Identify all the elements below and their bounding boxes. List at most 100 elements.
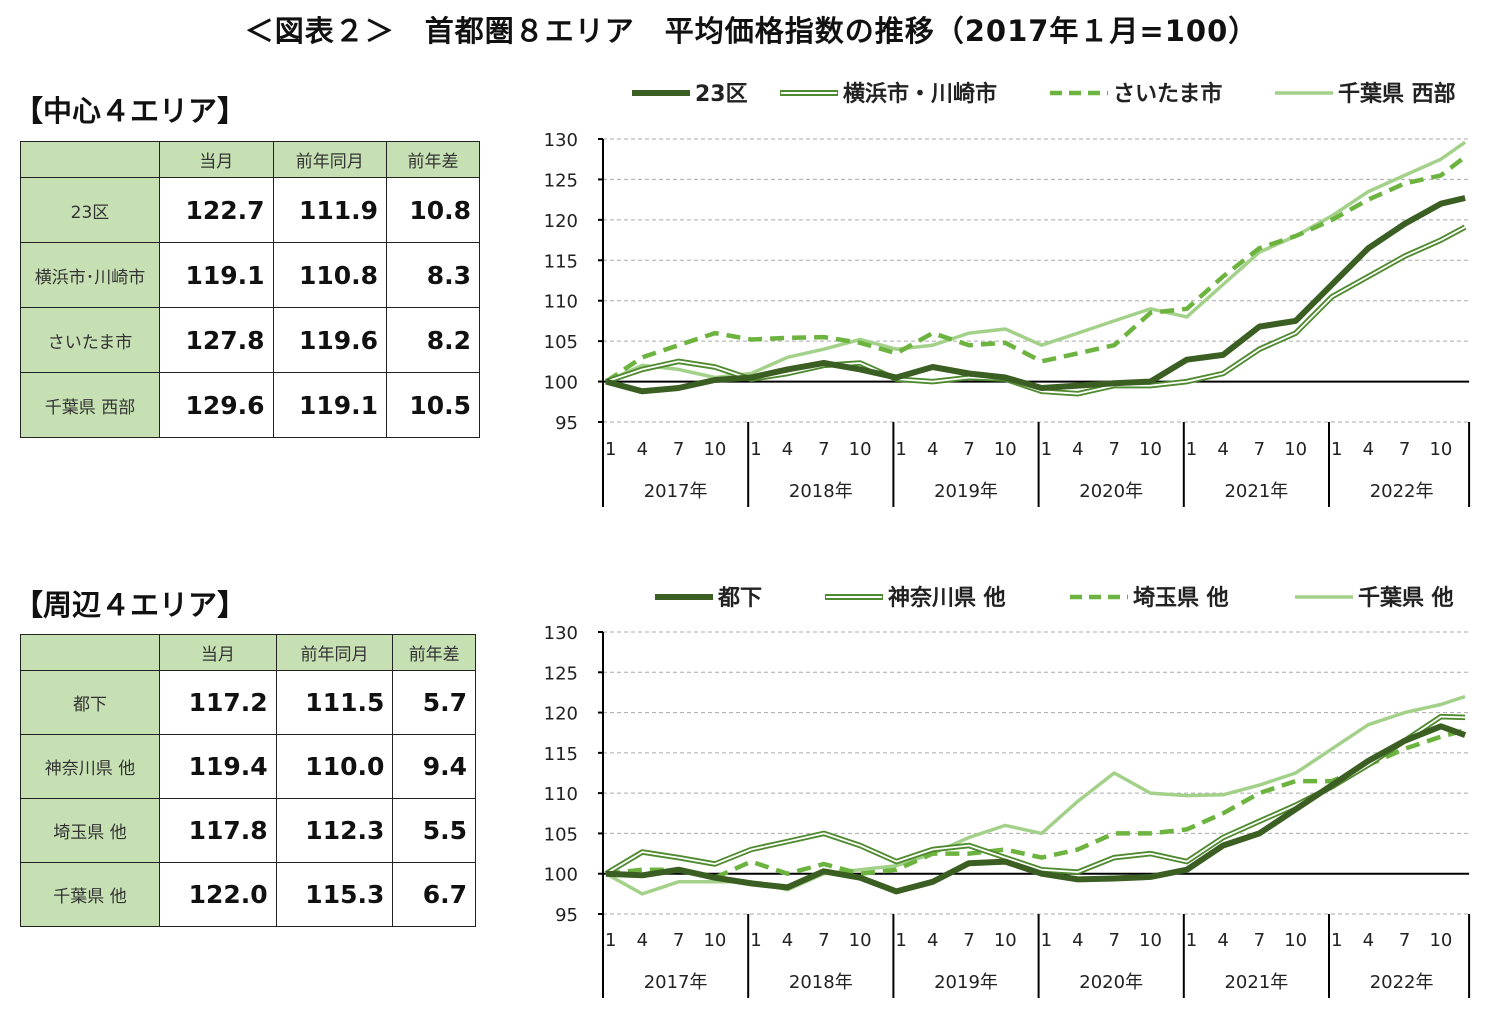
prev-year-value: 119.1 — [272, 372, 388, 438]
series-line-1 — [604, 713, 1466, 877]
page-title: ＜図表２＞ 首都圏８エリア 平均価格指数の推移（2017年１月=100） — [244, 14, 1259, 48]
month-tick-label: 4 — [782, 930, 793, 951]
y-tick-label: 105 — [544, 824, 578, 845]
row-label: 千葉県 他 — [20, 862, 160, 927]
table-header-row: 当月 前年同月 前年差 — [20, 634, 476, 671]
diff-value: 8.2 — [386, 307, 480, 373]
month-tick-label: 1 — [895, 439, 906, 460]
table-row: 神奈川県 他 119.4 110.0 9.4 — [20, 734, 476, 799]
y-tick-label: 100 — [544, 865, 578, 886]
month-tick-label: 10 — [849, 930, 872, 951]
year-label: 2017年 — [644, 481, 708, 502]
month-tick-label: 1 — [1041, 930, 1052, 951]
month-tick-label: 4 — [1072, 930, 1083, 951]
month-tick-label: 7 — [963, 439, 974, 460]
legend-label: 横浜市・川崎市 — [843, 81, 997, 107]
month-tick-label: 10 — [1429, 930, 1452, 951]
current-value: 127.8 — [159, 307, 274, 373]
legend-label: 都下 — [717, 586, 762, 611]
month-tick-label: 4 — [637, 439, 648, 460]
legend-label: 埼玉県 他 — [1133, 586, 1229, 611]
y-tick-label: 125 — [544, 663, 578, 684]
y-tick-label: 120 — [544, 211, 578, 232]
month-tick-label: 10 — [994, 930, 1017, 951]
year-label: 2021年 — [1224, 972, 1288, 993]
month-tick-label: 7 — [963, 930, 974, 951]
table-row: 23区 122.7 111.9 10.8 — [20, 177, 480, 243]
current-value: 119.1 — [159, 242, 274, 308]
header-cell: 前年差 — [386, 141, 480, 178]
central-areas-table: 当月 前年同月 前年差 23区 122.7 111.9 10.8 横浜市･川崎市… — [20, 141, 480, 438]
year-label: 2022年 — [1370, 481, 1434, 502]
row-label: 千葉県 西部 — [20, 372, 160, 438]
table-row: 都下 117.2 111.5 5.7 — [20, 670, 476, 735]
month-tick-label: 10 — [1284, 439, 1307, 460]
table-row: さいたま市 127.8 119.6 8.2 — [20, 307, 480, 373]
month-tick-label: 1 — [895, 930, 906, 951]
month-tick-label: 10 — [1139, 439, 1162, 460]
month-tick-label: 1 — [1041, 439, 1052, 460]
table-header-row: 当月 前年同月 前年差 — [20, 141, 480, 178]
year-label: 2021年 — [1224, 481, 1288, 502]
year-label: 2019年 — [934, 481, 998, 502]
legend-label: さいたま市 — [1113, 81, 1222, 107]
series-line-3 — [605, 140, 1467, 384]
month-tick-label: 7 — [1254, 439, 1265, 460]
header-cell: 前年同月 — [272, 141, 388, 178]
month-tick-label: 10 — [1284, 930, 1307, 951]
y-tick-label: 110 — [544, 784, 578, 805]
diff-value: 5.5 — [392, 798, 476, 863]
surrounding-areas-table: 当月 前年同月 前年差 都下 117.2 111.5 5.7 神奈川県 他 11… — [20, 634, 476, 927]
month-tick-label: 1 — [605, 439, 616, 460]
table-row: 千葉県 他 122.0 115.3 6.7 — [20, 862, 476, 927]
row-label: 横浜市･川崎市 — [20, 242, 160, 308]
y-tick-label: 130 — [544, 623, 578, 644]
legend-label: 千葉県 他 — [1358, 586, 1454, 611]
diff-value: 5.7 — [392, 670, 476, 735]
prev-year-value: 111.9 — [272, 177, 388, 243]
series-line-2 — [604, 155, 1467, 384]
header-cell: 前年同月 — [275, 634, 394, 671]
series-line-2 — [605, 728, 1466, 880]
y-tick-label: 110 — [544, 292, 578, 313]
prev-year-value: 115.3 — [275, 862, 394, 927]
section-heading-central: 【中心４エリア】 — [14, 94, 247, 128]
y-tick-label: 120 — [544, 704, 578, 725]
month-tick-label: 1 — [1331, 439, 1342, 460]
row-label: 23区 — [20, 177, 160, 243]
table-row: 横浜市･川崎市 119.1 110.8 8.3 — [20, 242, 480, 308]
series-line-1-inner — [605, 715, 1466, 875]
section-heading-surrounding: 【周辺４エリア】 — [14, 588, 247, 622]
current-value: 117.2 — [159, 670, 277, 735]
month-tick-label: 7 — [1399, 439, 1410, 460]
month-tick-label: 10 — [703, 439, 726, 460]
diff-value: 10.5 — [386, 372, 480, 438]
y-tick-label: 100 — [544, 373, 578, 394]
y-tick-label: 115 — [544, 744, 578, 765]
month-tick-label: 7 — [818, 439, 829, 460]
month-tick-label: 10 — [1139, 930, 1162, 951]
header-cell: 当月 — [159, 141, 274, 178]
month-tick-label: 1 — [1331, 930, 1342, 951]
y-tick-label: 95 — [555, 413, 578, 434]
year-label: 2018年 — [789, 481, 853, 502]
month-tick-label: 4 — [1363, 930, 1374, 951]
prev-year-value: 119.6 — [272, 307, 388, 373]
diff-value: 9.4 — [392, 734, 476, 799]
y-tick-label: 130 — [544, 130, 578, 151]
month-tick-label: 7 — [673, 930, 684, 951]
month-tick-label: 4 — [1217, 930, 1228, 951]
y-tick-label: 95 — [555, 905, 578, 926]
series-line-0 — [605, 723, 1467, 895]
series-line-3 — [605, 694, 1466, 896]
month-tick-label: 10 — [703, 930, 726, 951]
y-tick-label: 115 — [544, 251, 578, 272]
prev-year-value: 110.8 — [272, 242, 388, 308]
month-tick-label: 1 — [750, 930, 761, 951]
month-tick-label: 4 — [1072, 439, 1083, 460]
month-tick-label: 4 — [782, 439, 793, 460]
legend-label: 神奈川県 他 — [888, 585, 1006, 611]
table-row: 千葉県 西部 129.6 119.1 10.5 — [20, 372, 480, 438]
